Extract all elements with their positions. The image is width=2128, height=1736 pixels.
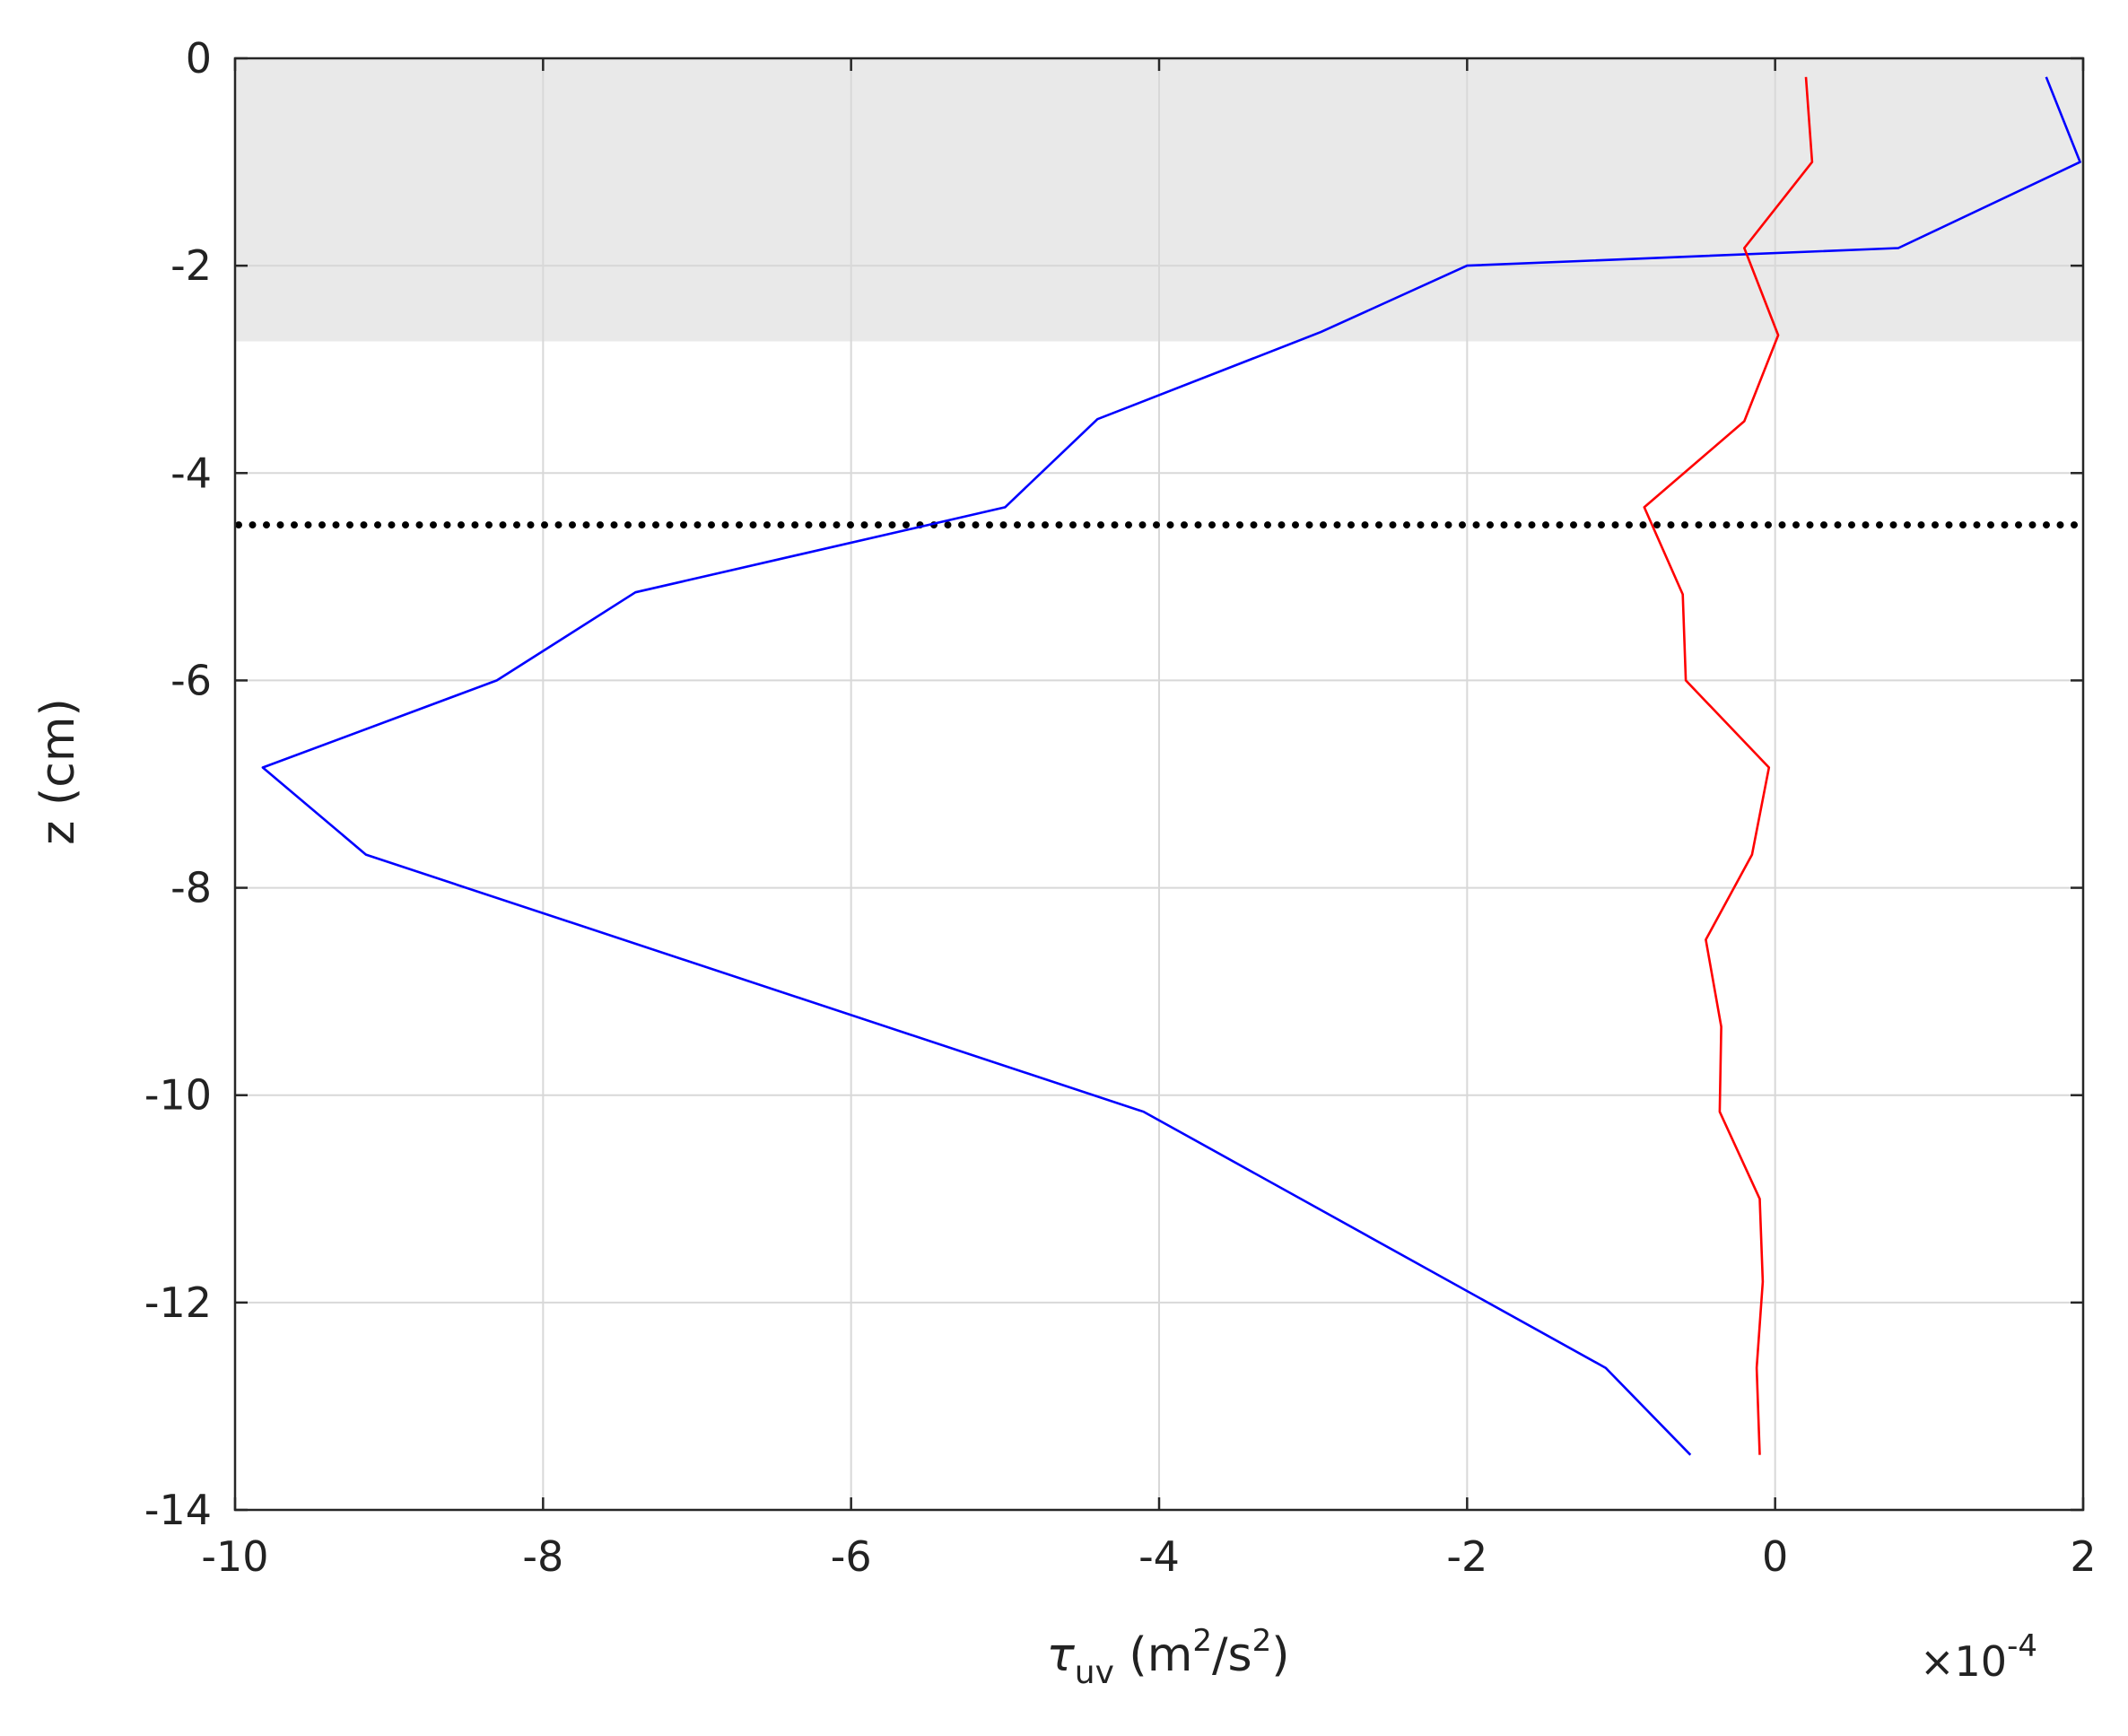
- x-axis-label-symbol: τ: [1046, 1628, 1075, 1682]
- x-tick-labels: -10 -8 -6 -4 -2 0 2: [201, 1532, 2096, 1581]
- y-tick-label: -2: [170, 241, 212, 290]
- series-layer: [261, 76, 2081, 1456]
- x-axis-label-unit-mid: /s: [1212, 1628, 1252, 1682]
- x-axis-label: τuv (m2/s2): [1046, 1623, 1289, 1691]
- tick-marks: [233, 57, 2085, 1512]
- x-axis-exponent: ×10-4: [1920, 1628, 2037, 1686]
- x-axis-label-unit-prefix: (m: [1114, 1628, 1192, 1682]
- series-line-2: [1643, 76, 1814, 1455]
- y-tick-label: -6: [170, 656, 212, 704]
- y-axis-label: z (cm): [31, 698, 85, 845]
- y-tick-label: -14: [144, 1486, 212, 1534]
- y-tick-label: -10: [144, 1071, 212, 1120]
- series-line-1: [261, 76, 2081, 1456]
- x-tick-label: 0: [1762, 1532, 1788, 1581]
- x-axis-label-subscript: uv: [1075, 1654, 1114, 1691]
- y-tick-label: -4: [170, 449, 212, 497]
- x-tick-label: -8: [522, 1532, 563, 1581]
- x-tick-label: -2: [1446, 1532, 1487, 1581]
- y-tick-labels: 0 -2 -4 -6 -8 -10 -12 -14: [144, 34, 212, 1534]
- x-axis-label-unit-sup: 2: [1192, 1623, 1212, 1659]
- grid-lines: [235, 58, 2083, 1510]
- y-tick-label: 0: [186, 34, 212, 83]
- y-tick-label: -12: [144, 1278, 212, 1327]
- y-tick-label: -8: [170, 864, 212, 912]
- x-tick-label: 2: [2070, 1532, 2096, 1581]
- x-axis-label-unit-suffix: ): [1271, 1628, 1289, 1682]
- x-tick-label: -10: [201, 1532, 268, 1581]
- x-tick-label: -4: [1138, 1532, 1180, 1581]
- x-tick-label: -6: [831, 1532, 872, 1581]
- x-axis-exponent-base: ×10: [1920, 1637, 2007, 1686]
- x-axis-exponent-power: -4: [2007, 1628, 2037, 1664]
- x-axis-label-unit-sup2: 2: [1252, 1623, 1272, 1659]
